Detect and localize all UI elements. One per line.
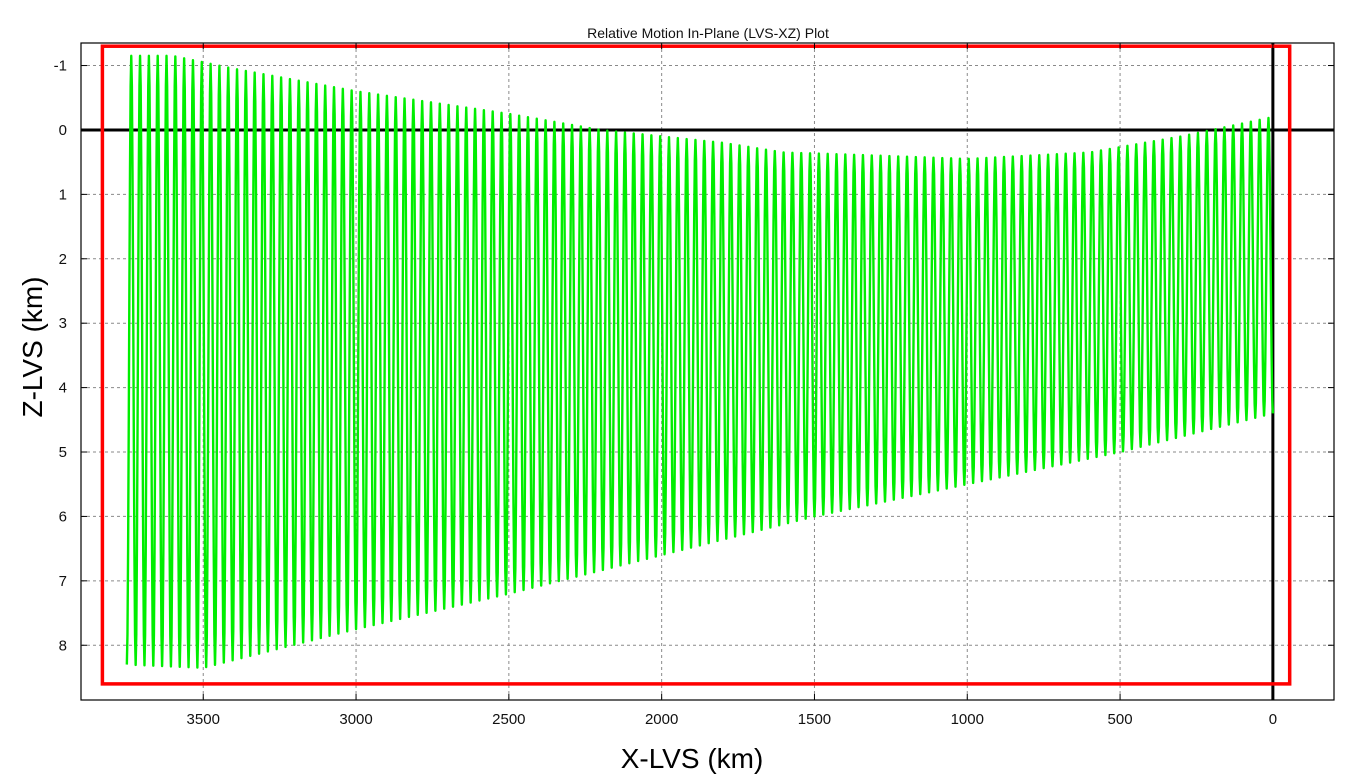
highlight-box (100, 44, 1292, 686)
x-tick-label: 1000 (951, 711, 984, 728)
y-tick-label: 2 (59, 251, 67, 268)
y-tick-label: 1 (59, 186, 67, 203)
ticks: 3500 3000 2500 2000 1500 1000 500 0 -1 0 1 2 3 4 5 6 7 8 (54, 43, 1334, 728)
chart-title: Relative Motion In-Plane (LVS-XZ) Plot (587, 25, 829, 41)
series-layer (125, 54, 1275, 669)
x-tick-label: 3000 (339, 711, 372, 728)
x-tick-label: 2500 (492, 711, 525, 728)
y-axis-label: Z-LVS (km) (17, 276, 48, 417)
y-tick-label: -1 (54, 58, 67, 75)
x-tick-label: 3500 (187, 711, 220, 728)
highlight-layer (100, 44, 1292, 686)
y-tick-label: 5 (59, 444, 67, 461)
x-tick-label: 1500 (798, 711, 831, 728)
x-tick-label: 500 (1108, 711, 1133, 728)
y-tick-label: 8 (59, 637, 67, 654)
x-axis-label: X-LVS (km) (621, 743, 764, 774)
y-tick-label: 0 (59, 122, 67, 139)
y-tick-label: 3 (59, 315, 67, 332)
y-tick-label: 7 (59, 573, 67, 590)
x-tick-label: 2000 (645, 711, 678, 728)
x-tick-label: 0 (1269, 711, 1277, 728)
y-tick-label: 6 (59, 508, 67, 525)
y-tick-label: 4 (59, 380, 67, 397)
trajectory-series (125, 54, 1275, 669)
